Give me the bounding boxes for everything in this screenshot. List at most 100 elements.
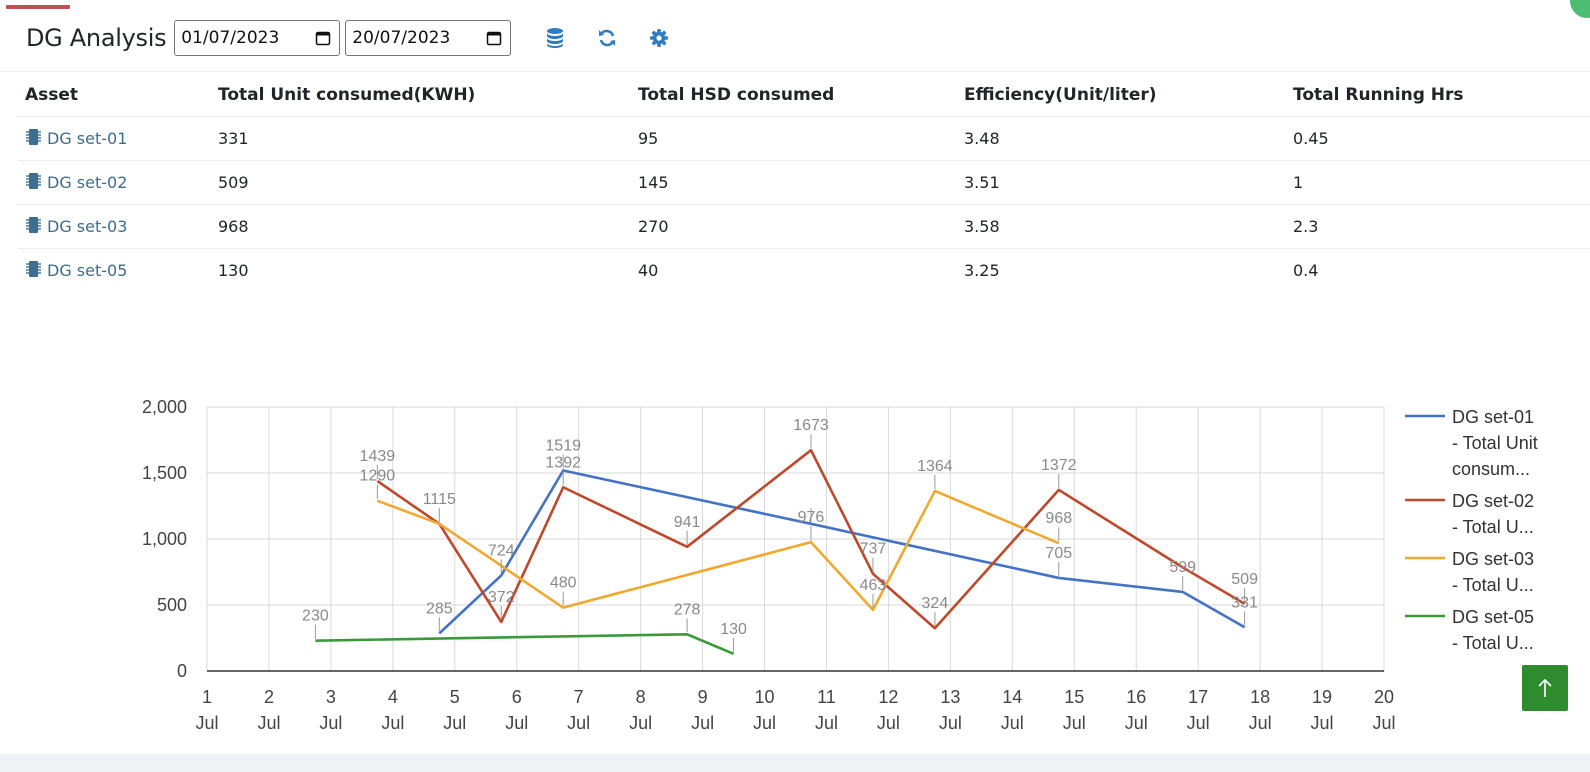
x-tick-label: Jul bbox=[753, 713, 776, 733]
data-label: 1290 bbox=[360, 468, 396, 485]
end-date-input[interactable]: 20/07/2023 bbox=[345, 20, 512, 56]
data-label: 1364 bbox=[917, 458, 953, 475]
data-label: 324 bbox=[922, 595, 949, 612]
y-tick-label: 1,500 bbox=[142, 463, 187, 483]
series-line bbox=[315, 633, 735, 656]
legend-entry: DG set-03 bbox=[1452, 549, 1534, 569]
header-divider bbox=[0, 71, 1590, 72]
table-row: DG set-01 331 95 3.48 0.45 bbox=[18, 116, 1590, 161]
running-hrs-cell: 0.4 bbox=[1286, 248, 1590, 292]
x-tick-label: Jul bbox=[1001, 713, 1024, 733]
units-cell: 130 bbox=[211, 248, 631, 292]
x-tick-label: 4 bbox=[388, 687, 398, 707]
data-label: 705 bbox=[1045, 545, 1072, 562]
table-row: DG set-02 509 145 3.51 1 bbox=[18, 160, 1590, 205]
x-tick-label: Jul bbox=[1311, 713, 1334, 733]
x-tick-label: 20 bbox=[1374, 687, 1394, 707]
status-indicator bbox=[1570, 0, 1590, 18]
x-tick-label: Jul bbox=[1372, 713, 1395, 733]
x-tick-label: Jul bbox=[691, 713, 714, 733]
efficiency-cell: 3.48 bbox=[957, 116, 1286, 161]
x-tick-label: Jul bbox=[1063, 713, 1086, 733]
x-tick-label: Jul bbox=[257, 713, 280, 733]
x-tick-label: Jul bbox=[381, 713, 404, 733]
data-label: 463 bbox=[860, 577, 887, 594]
asset-link[interactable]: DG set-03 bbox=[25, 216, 204, 238]
x-tick-label: Jul bbox=[939, 713, 962, 733]
database-icon[interactable] bbox=[542, 25, 568, 51]
x-tick-label: 14 bbox=[1002, 687, 1022, 707]
efficiency-cell: 3.51 bbox=[957, 160, 1286, 205]
units-cell: 331 bbox=[211, 116, 631, 161]
data-label: 230 bbox=[302, 608, 329, 625]
dg-summary-table: Asset Total Unit consumed(KWH) Total HSD… bbox=[18, 74, 1590, 292]
data-label: 1372 bbox=[1041, 457, 1077, 474]
x-tick-label: 13 bbox=[940, 687, 960, 707]
calendar-icon[interactable] bbox=[315, 30, 331, 46]
start-date-input[interactable]: 01/07/2023 bbox=[174, 20, 341, 56]
chip-icon bbox=[25, 260, 42, 282]
x-tick-label: 5 bbox=[450, 687, 460, 707]
x-tick-label: 17 bbox=[1188, 687, 1208, 707]
data-label: 331 bbox=[1231, 594, 1258, 611]
start-date-value: 01/07/2023 bbox=[181, 28, 280, 48]
column-header-units[interactable]: Total Unit consumed(KWH) bbox=[218, 85, 476, 105]
x-tick-label: 1 bbox=[202, 687, 212, 707]
chart-container: 0 500 1,000 1,500 2,000 1 Jul 2 Jul 3 Jul 4 Jul 5 Jul 6… bbox=[0, 390, 1590, 750]
column-header-running-hrs[interactable]: Total Running Hrs bbox=[1293, 85, 1464, 105]
legend-entry: consum... bbox=[1452, 459, 1530, 479]
x-tick-label: Jul bbox=[877, 713, 900, 733]
data-label: 1519 bbox=[545, 437, 581, 454]
y-tick-label: 0 bbox=[177, 661, 187, 681]
arrow-up-icon bbox=[1538, 678, 1552, 697]
x-tick-label: 16 bbox=[1126, 687, 1146, 707]
refresh-icon[interactable] bbox=[594, 25, 620, 51]
gear-icon[interactable] bbox=[646, 25, 672, 51]
running-hrs-cell: 2.3 bbox=[1286, 204, 1590, 249]
scroll-to-top-button[interactable] bbox=[1522, 665, 1568, 711]
data-label: 1673 bbox=[793, 417, 829, 434]
data-label: 509 bbox=[1231, 571, 1258, 588]
x-tick-label: Jul bbox=[443, 713, 466, 733]
data-label: 372 bbox=[488, 589, 515, 606]
column-header-efficiency[interactable]: Efficiency(Unit/liter) bbox=[964, 85, 1157, 105]
column-header-hsd[interactable]: Total HSD consumed bbox=[638, 85, 835, 105]
data-label: 599 bbox=[1169, 559, 1196, 576]
x-tick-label: 15 bbox=[1064, 687, 1084, 707]
x-tick-label: 11 bbox=[817, 687, 836, 707]
asset-name: DG set-03 bbox=[47, 217, 128, 236]
legend-entry: DG set-01 bbox=[1452, 407, 1534, 427]
asset-link[interactable]: DG set-01 bbox=[25, 128, 204, 150]
legend-entry: - Total U... bbox=[1452, 517, 1534, 537]
column-header-asset[interactable]: Asset bbox=[25, 85, 79, 105]
efficiency-cell: 3.58 bbox=[957, 204, 1286, 249]
units-cell: 509 bbox=[211, 160, 631, 205]
hsd-cell: 95 bbox=[631, 116, 957, 161]
asset-name: DG set-01 bbox=[47, 129, 128, 148]
x-tick-label: Jul bbox=[629, 713, 652, 733]
series-line bbox=[376, 489, 1060, 612]
hsd-cell: 40 bbox=[631, 248, 957, 292]
data-label: 1439 bbox=[360, 448, 396, 465]
calendar-icon[interactable] bbox=[486, 30, 502, 46]
series-line bbox=[376, 448, 1246, 630]
units-cell: 968 bbox=[211, 204, 631, 249]
chip-icon bbox=[25, 172, 42, 194]
data-label: 968 bbox=[1045, 510, 1072, 527]
running-hrs-cell: 0.45 bbox=[1286, 116, 1590, 161]
asset-link[interactable]: DG set-05 bbox=[25, 260, 204, 282]
hsd-cell: 270 bbox=[631, 204, 957, 249]
page-title: DG Analysis bbox=[26, 24, 167, 52]
toolbar: DG Analysis 01/07/2023 20/07/2023 bbox=[26, 18, 672, 58]
accent-bar bbox=[6, 5, 70, 9]
asset-name: DG set-05 bbox=[47, 261, 128, 280]
y-tick-label: 500 bbox=[157, 595, 187, 615]
x-tick-label: 7 bbox=[574, 687, 584, 707]
x-tick-label: 2 bbox=[264, 687, 274, 707]
data-label: 480 bbox=[550, 575, 577, 592]
table-header-row: Asset Total Unit consumed(KWH) Total HSD… bbox=[18, 74, 1590, 117]
legend-entry: DG set-05 bbox=[1452, 607, 1534, 627]
data-label: 1392 bbox=[545, 454, 581, 471]
asset-link[interactable]: DG set-02 bbox=[25, 172, 204, 194]
chip-icon bbox=[25, 216, 42, 238]
